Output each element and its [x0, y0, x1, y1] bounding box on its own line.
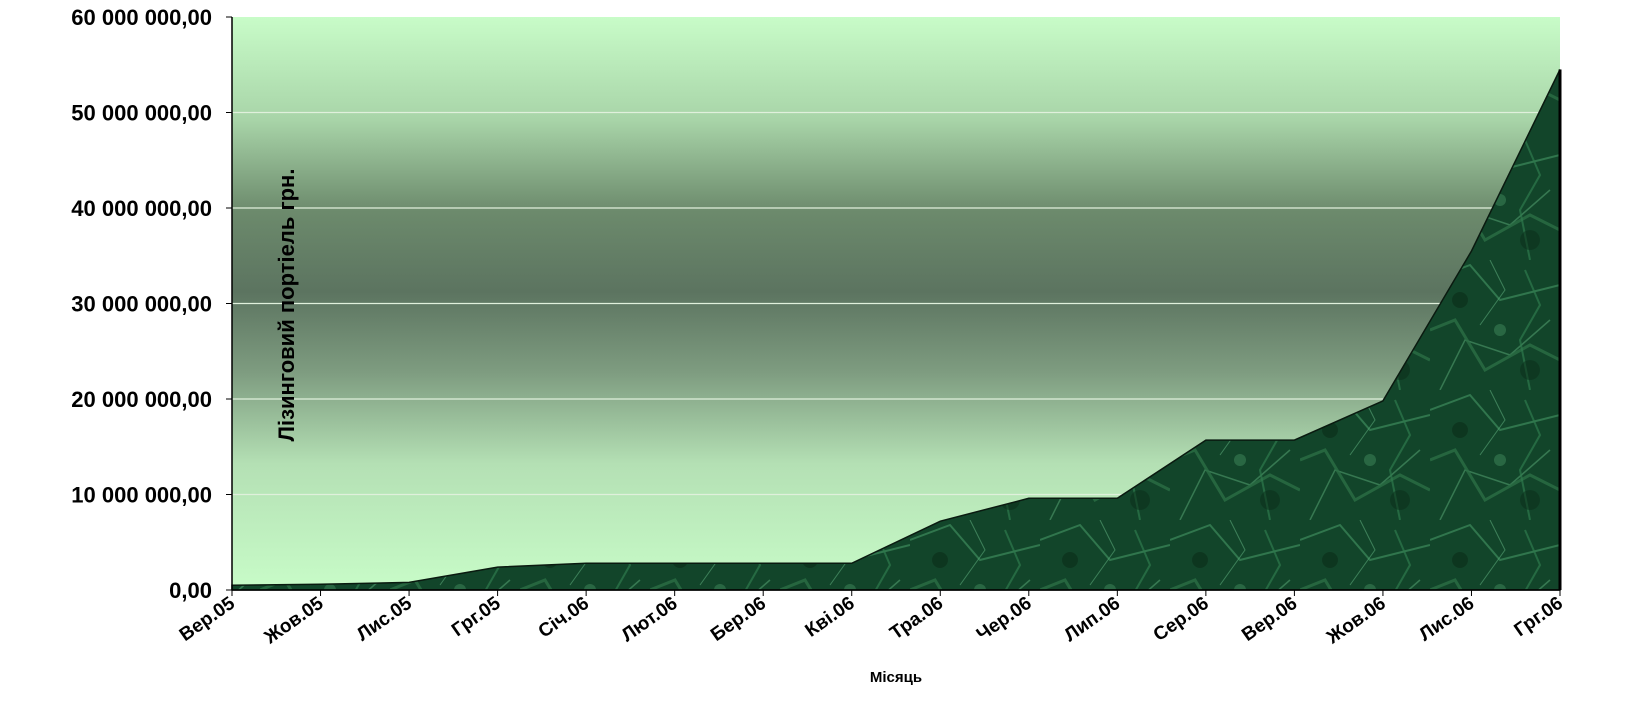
x-tick-label: Лют.06 — [618, 593, 682, 646]
x-axis-label: Місяць — [870, 669, 922, 686]
x-tick-label: Чер.06 — [973, 593, 1036, 646]
x-tick-label: Жов.06 — [1322, 593, 1389, 649]
x-tick-label: Лис.06 — [1416, 593, 1479, 646]
x-tick-label: Жов.05 — [260, 593, 328, 649]
x-tick-label: Грг.06 — [1511, 593, 1567, 641]
y-tick-label: 0,00 — [169, 578, 212, 603]
x-axis-ticks: Вер.05 Жов.05 Лис.05 Грг.05 Січ.06 Лют.06 Бер.… — [176, 590, 1567, 649]
x-tick-label: Сер.06 — [1150, 593, 1213, 646]
x-tick-label: Бер.06 — [707, 593, 770, 646]
x-tick-label: Січ.06 — [535, 593, 593, 643]
y-tick-label: 50 000 000,00 — [71, 101, 212, 126]
y-tick-label: 20 000 000,00 — [71, 387, 212, 412]
x-tick-label: Тра.06 — [886, 593, 947, 644]
x-tick-label: Вер.06 — [1238, 593, 1301, 646]
area-series — [231, 69, 1561, 591]
y-tick-label: 60 000 000,00 — [71, 5, 212, 30]
x-tick-label: Лип.06 — [1061, 593, 1125, 646]
x-tick-label: Кві.06 — [802, 593, 859, 642]
x-tick-label: Лис.05 — [353, 593, 416, 646]
y-tick-label: 40 000 000,00 — [71, 196, 212, 221]
x-tick-label: Грг.05 — [448, 593, 505, 641]
y-axis-ticks: 0,00 10 000 000,00 20 000 000,00 30 000 000… — [71, 5, 232, 603]
y-tick-label: 10 000 000,00 — [71, 483, 212, 508]
y-tick-label: 30 000 000,00 — [71, 292, 212, 317]
y-axis-label: Лізинговий портіель грн. — [274, 169, 299, 442]
